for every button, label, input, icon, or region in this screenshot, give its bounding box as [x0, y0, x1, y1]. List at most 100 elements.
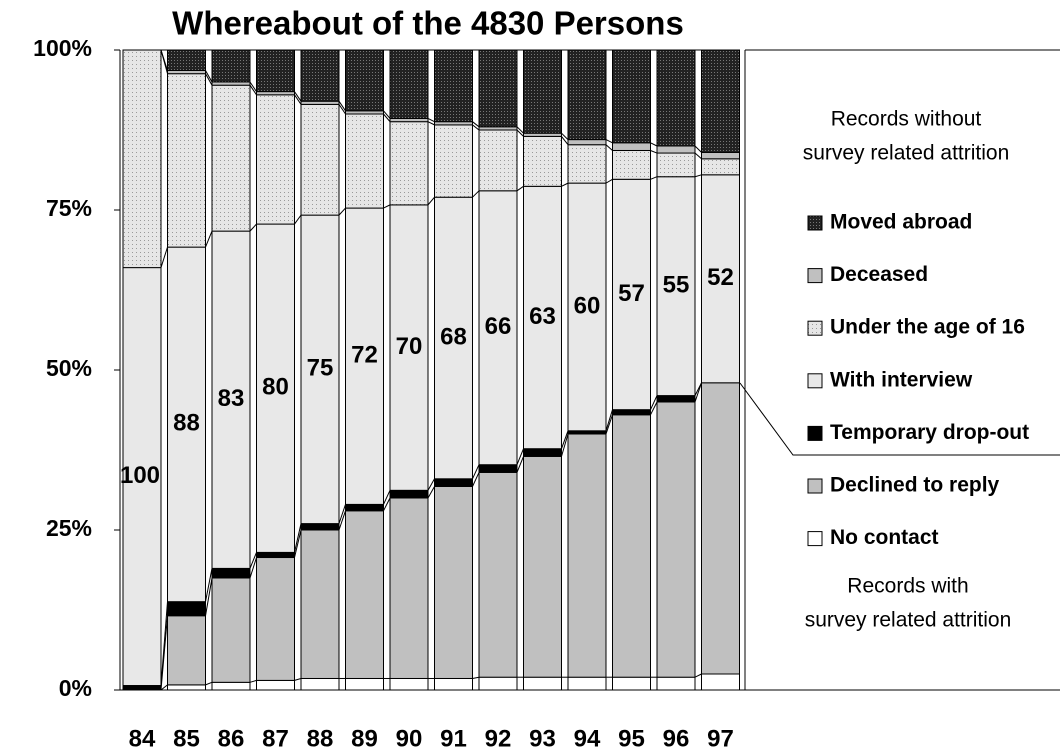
bar-label: 70	[396, 333, 423, 360]
annotation: survey related attrition	[805, 609, 1012, 632]
bar-segment	[612, 676, 651, 691]
bar-segment	[478, 49, 518, 128]
connector	[561, 182, 569, 187]
bar-segment	[656, 49, 696, 147]
bar-segment	[612, 149, 651, 180]
bar-segment	[523, 676, 562, 691]
connector	[205, 568, 213, 602]
connector	[694, 382, 702, 396]
connector	[427, 196, 435, 206]
bar-segment	[656, 152, 696, 178]
connector	[160, 49, 168, 71]
x-tick-label: 90	[396, 725, 423, 752]
connector	[338, 100, 346, 112]
bar-segment	[167, 615, 206, 686]
bar-segment	[478, 129, 518, 192]
bar-segment	[345, 503, 384, 512]
bar-segment	[167, 601, 206, 617]
bar-label: 66	[485, 313, 512, 340]
connector	[694, 145, 702, 153]
connector	[383, 490, 391, 505]
bar-label: 68	[440, 323, 467, 350]
bar-segment	[478, 464, 518, 473]
bar-segment	[300, 214, 340, 525]
connector	[561, 132, 569, 140]
bar-segment	[211, 84, 251, 232]
bar-label: 88	[173, 410, 200, 437]
connector	[338, 104, 346, 115]
connector	[561, 430, 569, 449]
bar-segment	[612, 49, 651, 144]
connector	[294, 523, 302, 553]
bar-segment	[211, 49, 251, 83]
x-tick-label: 91	[440, 725, 467, 752]
connector	[294, 529, 302, 558]
connector	[605, 139, 613, 144]
bar-segment	[478, 676, 518, 691]
connector	[249, 552, 257, 569]
connector	[472, 676, 480, 679]
legend-label: With interview	[830, 368, 973, 391]
bar-segment	[300, 49, 340, 102]
connector	[472, 121, 480, 128]
connector	[383, 110, 391, 119]
legend-label: Temporary drop-out	[830, 421, 1029, 444]
connector	[516, 185, 524, 192]
connector	[294, 94, 302, 105]
bar-segment	[701, 382, 740, 675]
connector	[383, 204, 391, 209]
annotation: survey related attrition	[803, 142, 1010, 165]
bar-segment	[523, 455, 562, 678]
bar-segment	[567, 139, 607, 146]
connector	[338, 207, 346, 216]
bar-segment	[211, 567, 251, 579]
bar-segment	[434, 485, 473, 679]
bar-segment	[523, 185, 562, 450]
bar-segment	[434, 49, 473, 123]
y-tick-label: 50%	[46, 355, 92, 381]
bar-segment	[656, 676, 696, 691]
connector	[427, 118, 435, 123]
annotation: Records without	[831, 108, 982, 131]
connector	[605, 144, 613, 151]
connector	[160, 246, 168, 268]
bar-segment	[567, 676, 607, 691]
connector	[650, 150, 658, 154]
y-tick-label: 100%	[33, 35, 92, 61]
bar-segment	[122, 685, 162, 691]
x-tick-label: 96	[663, 725, 690, 752]
legend-swatch	[807, 320, 823, 336]
connector	[383, 113, 391, 123]
connector	[516, 129, 524, 137]
connector	[605, 178, 613, 184]
connector	[205, 681, 213, 686]
bar-segment	[523, 448, 562, 457]
connector	[205, 70, 213, 83]
bar-segment	[300, 529, 340, 679]
x-tick-label: 87	[262, 725, 289, 752]
bar-segment	[345, 510, 384, 679]
bar-segment	[701, 174, 740, 384]
bar-segment	[389, 497, 429, 679]
bar-segment	[478, 471, 518, 678]
bar-segment	[523, 135, 562, 187]
connector	[472, 464, 480, 480]
connector	[694, 174, 702, 178]
bar-segment	[567, 49, 607, 141]
bar-segment	[256, 679, 295, 691]
bracket-line	[739, 382, 1060, 456]
x-tick-label: 97	[707, 725, 734, 752]
bar-segment	[567, 144, 607, 184]
bar-segment	[256, 551, 295, 559]
connector	[249, 223, 257, 232]
bar-segment	[256, 557, 295, 681]
bar-segment	[167, 246, 206, 603]
legend-label: Declined to reply	[830, 474, 1000, 497]
connector	[205, 230, 213, 248]
bar-segment	[389, 49, 429, 119]
connector	[516, 456, 524, 473]
bar-label: 83	[218, 385, 245, 412]
x-tick-label: 86	[218, 725, 245, 752]
y-tick-label: 75%	[46, 195, 92, 221]
